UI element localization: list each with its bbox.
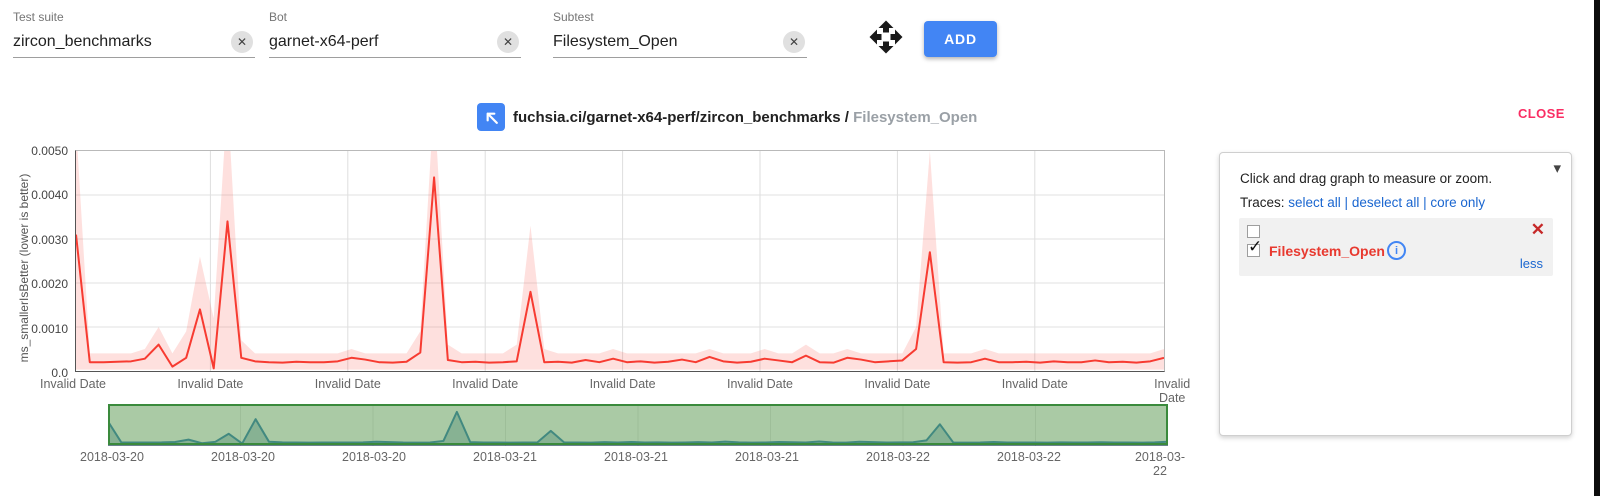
clear-x-icon: ✕ bbox=[236, 35, 248, 49]
subtest-clear-button[interactable]: ✕ bbox=[783, 31, 805, 53]
traces-label: Traces: bbox=[1240, 195, 1289, 210]
x-tick-label: Invalid Date bbox=[1154, 377, 1191, 405]
bot-input[interactable]: garnet-x64-perf bbox=[269, 33, 379, 50]
remove-x-icon: ✕ bbox=[1530, 220, 1545, 239]
chart-title: fuchsia.ci/garnet-x64-perf/zircon_benchm… bbox=[513, 109, 977, 126]
y-tick-label: 0.0020 bbox=[31, 277, 68, 292]
core-only-link[interactable]: core only bbox=[1430, 195, 1486, 210]
deselect-all-link[interactable]: deselect all bbox=[1351, 195, 1420, 210]
trace-checkbox-checked[interactable]: ✓ bbox=[1247, 237, 1262, 257]
traces-row: Traces: select all | deselect all | core… bbox=[1240, 195, 1485, 210]
northwest-arrow-icon bbox=[486, 112, 498, 124]
clear-x-icon: ✕ bbox=[502, 35, 514, 49]
x-tick-label: Invalid Date bbox=[864, 377, 931, 391]
range-selector[interactable] bbox=[108, 404, 1168, 446]
add-button[interactable]: ADD bbox=[924, 21, 997, 57]
drag-hint-text: Click and drag graph to measure or zoom. bbox=[1240, 171, 1493, 186]
y-tick-label: 0.0030 bbox=[31, 232, 68, 247]
date-tick-label: 2018-03-22 bbox=[997, 450, 1061, 464]
date-tick-label: 2018-03-21 bbox=[735, 450, 799, 464]
range-selector-selection[interactable] bbox=[108, 404, 1168, 445]
clear-x-icon: ✕ bbox=[788, 35, 800, 49]
remove-trace-button[interactable]: ✕ bbox=[1531, 220, 1545, 240]
link-separator: | bbox=[1419, 195, 1431, 210]
bot-field: Bot garnet-x64-perf ✕ bbox=[269, 10, 521, 58]
trace-name[interactable]: Filesystem_Open bbox=[1269, 243, 1385, 259]
date-tick-label: 2018-03-20 bbox=[342, 450, 406, 464]
x-tick-label: Invalid Date bbox=[39, 377, 106, 391]
chevron-down-icon: ▾ bbox=[1553, 160, 1561, 177]
trace-group-checkbox[interactable] bbox=[1247, 225, 1260, 238]
x-tick-label: Invalid Date bbox=[1001, 377, 1068, 391]
test-suite-clear-button[interactable]: ✕ bbox=[231, 31, 253, 53]
y-tick-label: 0.0050 bbox=[31, 144, 68, 158]
chart-title-subtest: Filesystem_Open bbox=[853, 109, 978, 126]
reset-zoom-button[interactable] bbox=[477, 103, 505, 131]
series-line bbox=[76, 176, 1164, 370]
x-tick-label: Invalid Date bbox=[314, 377, 381, 391]
trace-list-item: ✕ ✓ Filesystem_Open i less bbox=[1239, 218, 1553, 276]
bot-clear-button[interactable]: ✕ bbox=[497, 31, 519, 53]
main-chart-svg bbox=[76, 151, 1164, 371]
check-icon: ✓ bbox=[1248, 237, 1263, 256]
date-tick-label: 2018-03-20 bbox=[211, 450, 275, 464]
select-all-link[interactable]: select all bbox=[1288, 195, 1341, 210]
y-tick-label: 0.0010 bbox=[31, 321, 68, 336]
link-separator: | bbox=[1340, 195, 1352, 210]
chart-title-path: fuchsia.ci/garnet-x64-perf/zircon_benchm… bbox=[513, 109, 854, 126]
main-chart-plot[interactable] bbox=[75, 150, 1165, 372]
x-tick-label: Invalid Date bbox=[177, 377, 244, 391]
trace-options-panel: ▾ Click and drag graph to measure or zoo… bbox=[1219, 152, 1572, 436]
x-tick-label: Invalid Date bbox=[589, 377, 656, 391]
date-tick-label: 2018-03-21 bbox=[473, 450, 537, 464]
date-tick-label: 2018-03-22 bbox=[1134, 450, 1186, 478]
subtest-field: Subtest Filesystem_Open ✕ bbox=[553, 10, 807, 58]
test-suite-field: Test suite zircon_benchmarks ✕ bbox=[13, 10, 255, 58]
less-link[interactable]: less bbox=[1519, 256, 1543, 271]
bot-label: Bot bbox=[269, 10, 288, 24]
move-handle-icon[interactable] bbox=[868, 19, 904, 55]
test-suite-input[interactable]: zircon_benchmarks bbox=[13, 33, 152, 50]
close-button[interactable]: CLOSE bbox=[1518, 106, 1565, 121]
collapse-panel-button[interactable]: ▾ bbox=[1553, 159, 1561, 177]
test-suite-label: Test suite bbox=[13, 10, 64, 24]
subtest-label: Subtest bbox=[553, 10, 594, 24]
scrollbar[interactable] bbox=[1594, 0, 1600, 496]
info-icon[interactable]: i bbox=[1387, 241, 1406, 260]
y-tick-label: 0.0 bbox=[51, 366, 68, 380]
subtest-input[interactable]: Filesystem_Open bbox=[553, 33, 678, 50]
confidence-band bbox=[76, 151, 1164, 370]
x-tick-label: Invalid Date bbox=[726, 377, 793, 391]
date-tick-label: 2018-03-21 bbox=[604, 450, 668, 464]
open-with-icon bbox=[869, 20, 903, 54]
x-tick-label: Invalid Date bbox=[452, 377, 519, 391]
date-tick-label: 2018-03-20 bbox=[80, 450, 144, 464]
date-tick-label: 2018-03-22 bbox=[866, 450, 930, 464]
y-tick-label: 0.0040 bbox=[31, 188, 68, 203]
